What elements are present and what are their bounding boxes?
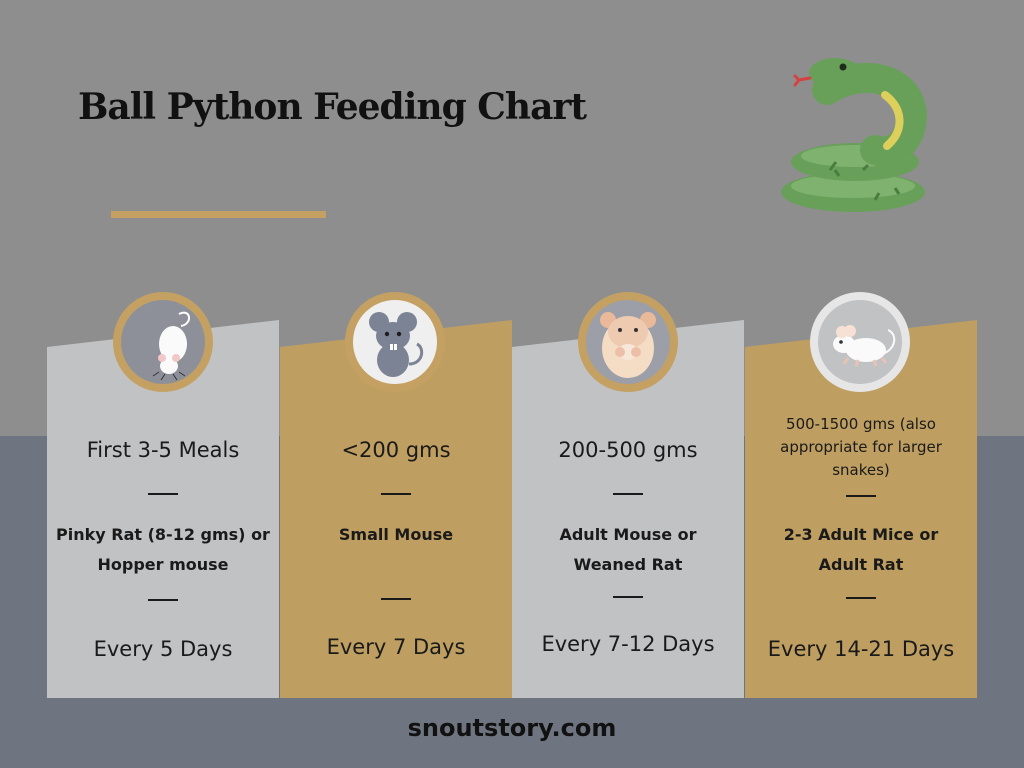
snake-size: First 3-5 Meals	[86, 438, 240, 462]
page-title: Ball Python Feeding Chart	[78, 86, 587, 128]
divider	[613, 596, 643, 598]
feeding-frequency: Every 5 Days	[93, 637, 233, 661]
feeding-frequency: Every 7 Days	[326, 635, 466, 659]
divider	[846, 597, 876, 599]
snake-size: 500-1500 gms (also appropriate for large…	[780, 415, 942, 479]
feeding-frequency: Every 14-21 Days	[767, 637, 955, 661]
running-mouse-icon	[810, 292, 910, 392]
white-mouse-icon	[113, 292, 213, 392]
food-type: Pinky Rat (8-12 gms) or Hopper mouse	[56, 525, 270, 574]
divider	[148, 493, 178, 495]
divider	[613, 493, 643, 495]
food-type: 2-3 Adult Mice or Adult Rat	[783, 525, 939, 574]
title-underline	[111, 211, 326, 218]
snake-size: <200 gms	[341, 438, 451, 462]
divider	[381, 493, 411, 495]
snake-icon	[781, 58, 927, 212]
feeding-frequency: Every 7-12 Days	[541, 632, 715, 656]
hamster-icon	[578, 292, 678, 392]
footer-website: snoutstory.com	[407, 714, 617, 742]
snake-size: 200-500 gms	[558, 438, 698, 462]
divider	[381, 598, 411, 600]
divider	[148, 599, 178, 601]
food-type: Small Mouse	[338, 525, 454, 544]
divider	[846, 495, 876, 497]
food-type: Adult Mouse or Weaned Rat	[559, 525, 697, 574]
grey-mouse-icon	[345, 292, 445, 392]
